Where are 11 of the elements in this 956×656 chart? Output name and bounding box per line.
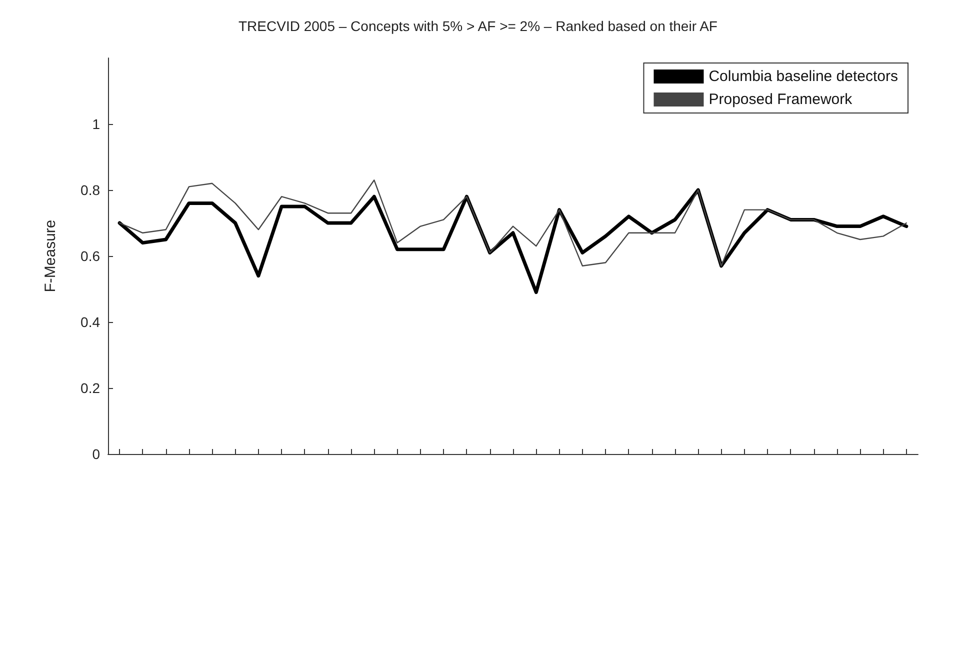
y-axis-title: F-Measure <box>42 220 59 292</box>
legend-label: Proposed Framework <box>708 91 853 108</box>
y-tick-label: 0 <box>92 446 100 462</box>
y-tick-label: 0.2 <box>80 380 100 396</box>
y-tick-label: 0.6 <box>80 248 100 264</box>
y-tick-label: 0.4 <box>80 314 100 330</box>
line-series <box>118 180 908 266</box>
y-tick-label: 1 <box>92 116 100 132</box>
legend-label: Columbia baseline detectors <box>708 68 898 85</box>
chart-title: TRECVID 2005 – Concepts with 5% > AF >= 2% – Ranked based on their AF <box>238 18 718 34</box>
y-tick-label: 0.8 <box>80 182 100 198</box>
